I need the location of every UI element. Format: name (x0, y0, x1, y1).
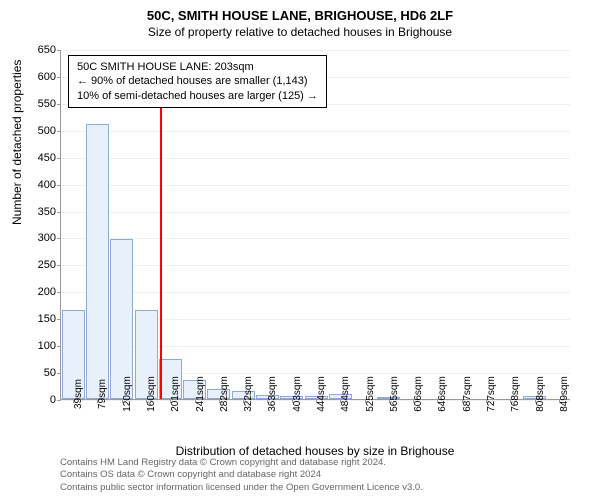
xtick-label: 322sqm (243, 376, 254, 412)
xtick-label: 241sqm (195, 376, 206, 412)
xtick-label: 444sqm (316, 376, 327, 412)
gridline (61, 238, 570, 239)
footer-line2: Contains OS data © Crown copyright and d… (60, 469, 423, 481)
xtick-label: 727sqm (486, 376, 497, 412)
ytick-mark (57, 185, 61, 186)
xtick-label: 79sqm (97, 379, 108, 409)
y-axis-label: Number of detached properties (10, 60, 24, 225)
ytick-label: 650 (16, 44, 56, 56)
marker-line (160, 91, 162, 399)
ytick-label: 0 (16, 394, 56, 406)
footer-attribution: Contains HM Land Registry data © Crown c… (60, 457, 423, 494)
xtick-label: 849sqm (559, 376, 570, 412)
annotation-line3: 10% of semi-detached houses are larger (… (77, 89, 318, 103)
xtick-label: 687sqm (462, 376, 473, 412)
xtick-label: 120sqm (122, 376, 133, 412)
gridline (61, 212, 570, 213)
xtick-label: 768sqm (510, 376, 521, 412)
ytick-mark (57, 292, 61, 293)
bar (86, 124, 109, 399)
ytick-label: 600 (16, 71, 56, 83)
ytick-label: 150 (16, 313, 56, 325)
ytick-mark (57, 104, 61, 105)
ytick-label: 300 (16, 232, 56, 244)
annotation-box: 50C SMITH HOUSE LANE: 203sqm ← 90% of de… (68, 55, 327, 108)
ytick-mark (57, 319, 61, 320)
ytick-label: 450 (16, 152, 56, 164)
ytick-mark (57, 238, 61, 239)
ytick-mark (57, 77, 61, 78)
xtick-label: 606sqm (413, 376, 424, 412)
ytick-mark (57, 346, 61, 347)
gridline (61, 265, 570, 266)
xtick-label: 363sqm (267, 376, 278, 412)
footer-line1: Contains HM Land Registry data © Crown c… (60, 457, 423, 469)
bar (110, 239, 133, 399)
xtick-label: 484sqm (340, 376, 351, 412)
ytick-label: 50 (16, 367, 56, 379)
ytick-label: 100 (16, 340, 56, 352)
gridline (61, 131, 570, 132)
ytick-mark (57, 212, 61, 213)
xtick-label: 160sqm (146, 376, 157, 412)
ytick-label: 550 (16, 98, 56, 110)
xtick-label: 39sqm (73, 379, 84, 409)
gridline (61, 50, 570, 51)
ytick-label: 200 (16, 286, 56, 298)
ytick-mark (57, 131, 61, 132)
annotation-line2: ← 90% of detached houses are smaller (1,… (77, 74, 318, 88)
ytick-label: 250 (16, 259, 56, 271)
ytick-mark (57, 265, 61, 266)
ytick-mark (57, 50, 61, 51)
ytick-label: 350 (16, 206, 56, 218)
chart-area: 0501001502002503003504004505005506006503… (60, 50, 570, 400)
annotation-line1: 50C SMITH HOUSE LANE: 203sqm (77, 60, 318, 74)
chart-title: 50C, SMITH HOUSE LANE, BRIGHOUSE, HD6 2L… (0, 0, 600, 23)
xtick-label: 808sqm (535, 376, 546, 412)
x-axis-label: Distribution of detached houses by size … (60, 444, 570, 458)
ytick-label: 500 (16, 125, 56, 137)
xtick-label: 201sqm (170, 376, 181, 412)
xtick-label: 525sqm (365, 376, 376, 412)
gridline (61, 158, 570, 159)
ytick-mark (57, 373, 61, 374)
ytick-label: 400 (16, 179, 56, 191)
chart-subtitle: Size of property relative to detached ho… (0, 23, 600, 39)
xtick-label: 565sqm (389, 376, 400, 412)
footer-line3: Contains public sector information licen… (60, 482, 423, 494)
xtick-label: 403sqm (292, 376, 303, 412)
xtick-label: 646sqm (437, 376, 448, 412)
gridline (61, 292, 570, 293)
gridline (61, 185, 570, 186)
ytick-mark (57, 158, 61, 159)
ytick-mark (57, 400, 61, 401)
xtick-label: 282sqm (219, 376, 230, 412)
